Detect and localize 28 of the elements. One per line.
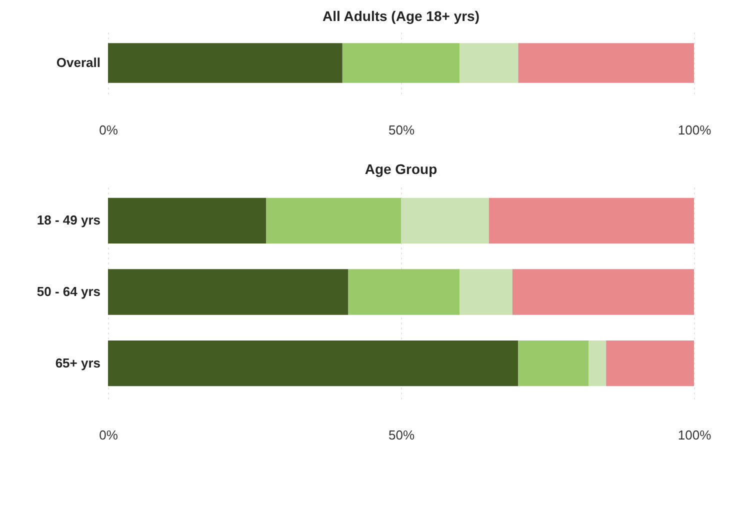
x-tick-label: 100% bbox=[678, 122, 712, 138]
bar bbox=[401, 198, 489, 244]
y-tick-label: 50 - 64 yrs bbox=[36, 284, 100, 299]
y-tick-label: 65+ yrs bbox=[55, 355, 100, 370]
bar bbox=[460, 43, 518, 83]
bar bbox=[108, 340, 518, 386]
bar bbox=[266, 198, 401, 244]
bar bbox=[348, 269, 460, 315]
bar bbox=[488, 198, 694, 244]
chart-title: All Adults (Age 18+ yrs) bbox=[322, 8, 480, 24]
y-tick-label: Overall bbox=[56, 55, 100, 70]
y-tick-label: 18 - 49 yrs bbox=[36, 212, 100, 228]
bar bbox=[518, 340, 589, 386]
x-tick-label: 100% bbox=[678, 428, 712, 442]
bar bbox=[108, 269, 348, 315]
bar bbox=[512, 269, 694, 315]
bar bbox=[342, 43, 460, 83]
chart-title: Age Group bbox=[364, 161, 438, 177]
x-tick-label: 0% bbox=[99, 428, 118, 442]
bar bbox=[606, 340, 694, 386]
bar bbox=[588, 340, 606, 386]
x-tick-label: 50% bbox=[388, 122, 415, 138]
x-tick-label: 0% bbox=[99, 122, 118, 138]
bar bbox=[518, 43, 694, 83]
x-tick-label: 50% bbox=[388, 428, 415, 442]
bar bbox=[108, 43, 342, 83]
bar bbox=[460, 269, 512, 315]
bar bbox=[108, 198, 266, 244]
